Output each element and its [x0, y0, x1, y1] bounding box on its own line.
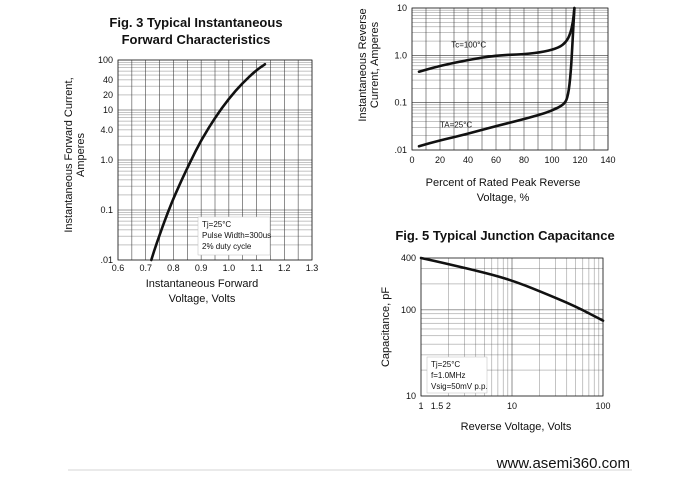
- fig3-title-line: Forward Characteristics: [122, 32, 271, 47]
- fig3-title: Fig. 3 Typical Instantaneous Forward Char…: [109, 15, 282, 47]
- fig5-x-tick-label: 1: [418, 401, 423, 411]
- fig4-y-tick-label: 10: [397, 3, 407, 13]
- fig5-x-tick-label: 100: [595, 401, 610, 411]
- fig3-y-axis-label: Amperes: [75, 132, 87, 177]
- fig3-x-axis-label: Voltage, Volts: [169, 293, 236, 305]
- fig3-y-tick-label: .01: [100, 255, 113, 265]
- fig3-x-tick-label: 1.2: [278, 263, 291, 273]
- fig3-x-tick-label: 1.3: [306, 263, 319, 273]
- fig4-x-tick-label: 140: [600, 155, 615, 165]
- fig3-y-tick-label: 0.1: [100, 205, 113, 215]
- fig3-x-tick-label: 0.8: [167, 263, 180, 273]
- fig4-x-axis-label: Percent of Rated Peak Reverse: [426, 177, 581, 189]
- fig3-y-axis-label: Instantaneous Forward Current,: [63, 77, 75, 232]
- fig4-series-2-label: TA=25°C: [440, 120, 472, 129]
- fig4-plot-frame: [411, 7, 609, 151]
- fig5-title: Fig. 5 Typical Junction Capacitance: [395, 228, 614, 243]
- fig5-x-axis-label: Reverse Voltage, Volts: [461, 421, 572, 433]
- fig3-title-line: Fig. 3 Typical Instantaneous: [109, 15, 282, 30]
- fig5-plot-frame: [420, 257, 604, 397]
- fig5-series-1-line: [419, 256, 605, 322]
- fig5-y-axis-label: Capacitance, pF: [380, 287, 392, 367]
- fig5-note-text: Vsig=50mV p.p.: [431, 382, 488, 391]
- fig5-y-tick-label: 400: [401, 253, 416, 263]
- fig5-chart: Fig. 5 Typical Junction Capacitance 10 10…: [380, 228, 615, 433]
- fig4-series-2-line: [417, 6, 576, 148]
- fig4-x-tick-label: 20: [435, 155, 445, 165]
- fig5-x-tick-label: 2: [446, 401, 451, 411]
- fig3-chart: Fig. 3 Typical Instantaneous Forward Char…: [63, 15, 318, 305]
- fig5-note-box: [426, 356, 488, 394]
- fig4-y-tick-label: 0.1: [394, 98, 407, 108]
- fig3-note-box: [197, 216, 271, 256]
- fig4-x-tick-label: 60: [491, 155, 501, 165]
- fig3-plot-frame: [117, 59, 313, 261]
- fig5-y-tick-label: 100: [401, 305, 416, 315]
- fig3-x-tick-label: 0.9: [195, 263, 208, 273]
- fig5-note-text: f=1.0MHz: [431, 371, 465, 380]
- fig4-series-1-line: [417, 6, 576, 73]
- fig3-series-1-line: [150, 63, 267, 262]
- fig5-x-tick-label: 1.5: [431, 401, 444, 411]
- fig3-x-tick-label: 1.0: [223, 263, 236, 273]
- fig3-note-text: Pulse Width=300us: [202, 231, 271, 240]
- fig3-y-tick-label: 4.0: [100, 125, 113, 135]
- fig4-series-1-label: Tc=100°C: [451, 41, 486, 50]
- fig4-x-tick-label: 80: [519, 155, 529, 165]
- fig3-y-tick-label: 1.0: [100, 155, 113, 165]
- fig5-y-tick-label: 10: [406, 391, 416, 401]
- fig4-y-axis-label: Instantaneous Reverse: [357, 8, 369, 121]
- fig3-y-tick-label: 10: [103, 105, 113, 115]
- fig3-x-tick-label: 1.1: [250, 263, 263, 273]
- fig4-y-axis-label: Current, Amperes: [369, 21, 381, 108]
- fig3-x-tick-label: 0.7: [139, 263, 152, 273]
- fig4-x-axis-label: Voltage, %: [477, 192, 530, 204]
- fig3-x-axis-label: Instantaneous Forward: [146, 278, 259, 290]
- website-url: www.asemi360.com: [496, 455, 630, 472]
- fig3-note-text: Tj=25°C: [202, 220, 231, 229]
- fig5-title-line: Fig. 5 Typical Junction Capacitance: [395, 228, 614, 243]
- fig3-x-tick-label: 0.6: [112, 263, 125, 273]
- fig4-x-tick-label: 40: [463, 155, 473, 165]
- fig3-note-text: 2% duty cycle: [202, 242, 252, 251]
- fig3-y-tick-label: 20: [103, 90, 113, 100]
- fig3-y-tick-label: 100: [98, 55, 113, 65]
- fig4-x-tick-label: 120: [572, 155, 587, 165]
- fig4-x-tick-label: 100: [544, 155, 559, 165]
- fig4-y-tick-label: 1.0: [394, 50, 407, 60]
- fig4-x-tick-label: 0: [409, 155, 414, 165]
- fig3-y-tick-label: 40: [103, 75, 113, 85]
- fig5-x-tick-label: 10: [507, 401, 517, 411]
- fig5-note-text: Tj=25°C: [431, 360, 460, 369]
- fig4-y-tick-label: .01: [394, 145, 407, 155]
